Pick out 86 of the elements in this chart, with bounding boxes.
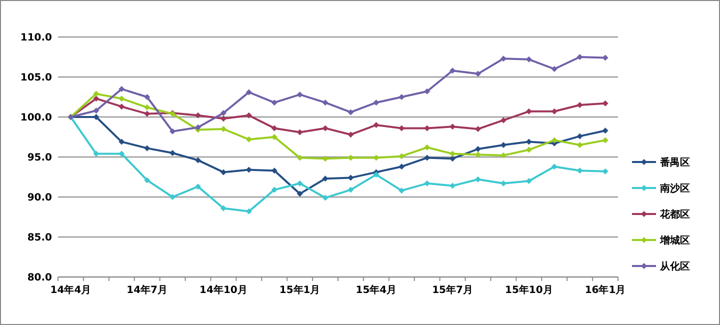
x-tick-label: 14年4月 xyxy=(50,284,92,296)
point xyxy=(398,153,405,160)
point xyxy=(398,188,405,194)
point xyxy=(195,124,201,130)
point xyxy=(373,172,380,178)
y-tick-label: 105.0 xyxy=(20,72,52,84)
point xyxy=(348,132,354,138)
point xyxy=(144,94,150,100)
point xyxy=(118,86,125,92)
y-tick-label: 110.0 xyxy=(20,32,52,44)
point xyxy=(118,104,125,110)
point xyxy=(500,56,506,62)
point xyxy=(576,133,583,140)
point xyxy=(322,125,328,132)
point xyxy=(170,150,176,156)
point xyxy=(246,136,252,142)
point xyxy=(246,89,252,96)
point xyxy=(170,194,176,200)
point xyxy=(373,122,380,128)
point xyxy=(602,128,608,134)
x-tick-label: 15年1月 xyxy=(279,284,320,296)
point xyxy=(220,110,226,116)
x-tick-label: 15年10月 xyxy=(504,284,553,296)
point xyxy=(296,129,303,136)
point xyxy=(424,88,430,94)
point xyxy=(526,108,532,114)
point xyxy=(475,146,481,152)
point xyxy=(271,100,278,106)
point xyxy=(296,180,303,186)
y-tick-label: 80.0 xyxy=(27,272,52,284)
point xyxy=(93,108,100,114)
point xyxy=(144,104,150,110)
point xyxy=(348,109,354,116)
legend-label: 番禺区 xyxy=(659,156,690,168)
point xyxy=(144,145,150,152)
point xyxy=(373,100,380,106)
point xyxy=(220,205,226,212)
x-tick-label: 14年7月 xyxy=(126,284,168,296)
point xyxy=(551,164,558,170)
point xyxy=(93,90,100,97)
point xyxy=(475,176,481,182)
point xyxy=(551,137,558,144)
point xyxy=(424,144,430,150)
x-tick-label: 15年7月 xyxy=(432,284,473,296)
point xyxy=(450,182,456,189)
point xyxy=(296,190,303,197)
point xyxy=(475,152,481,158)
x-tick-label: 14年10月 xyxy=(200,284,248,296)
point xyxy=(576,102,583,108)
legend-label: 花都区 xyxy=(659,208,690,220)
point xyxy=(271,125,278,132)
point xyxy=(398,94,405,100)
point xyxy=(195,184,201,190)
point xyxy=(602,137,608,144)
point xyxy=(322,100,328,106)
point xyxy=(220,116,226,122)
point xyxy=(576,168,583,174)
point xyxy=(271,186,278,193)
point xyxy=(93,96,100,102)
point xyxy=(220,169,226,176)
legend-label: 南沙区 xyxy=(659,182,690,194)
y-tick-label: 100.0 xyxy=(20,112,52,124)
y-tick-label: 95.0 xyxy=(27,152,52,164)
point xyxy=(195,157,201,164)
y-tick-label: 90.0 xyxy=(27,192,52,204)
point xyxy=(398,164,405,170)
point xyxy=(500,117,506,124)
legend-label: 从化区 xyxy=(659,260,690,272)
point xyxy=(118,96,125,102)
point xyxy=(526,146,532,153)
point xyxy=(475,126,481,132)
point xyxy=(246,112,252,118)
y-tick-label: 85.0 xyxy=(27,232,52,244)
point xyxy=(195,112,201,118)
point xyxy=(551,66,558,72)
point xyxy=(296,92,303,98)
x-tick-label: 15年4月 xyxy=(356,284,397,296)
point xyxy=(144,177,150,184)
point xyxy=(322,194,328,201)
point xyxy=(348,186,354,193)
point xyxy=(576,142,583,148)
point xyxy=(526,138,532,145)
point xyxy=(118,138,125,145)
legend-label: 增城区 xyxy=(659,234,690,246)
x-tick-label: 16年1月 xyxy=(584,284,626,296)
point xyxy=(475,70,481,77)
